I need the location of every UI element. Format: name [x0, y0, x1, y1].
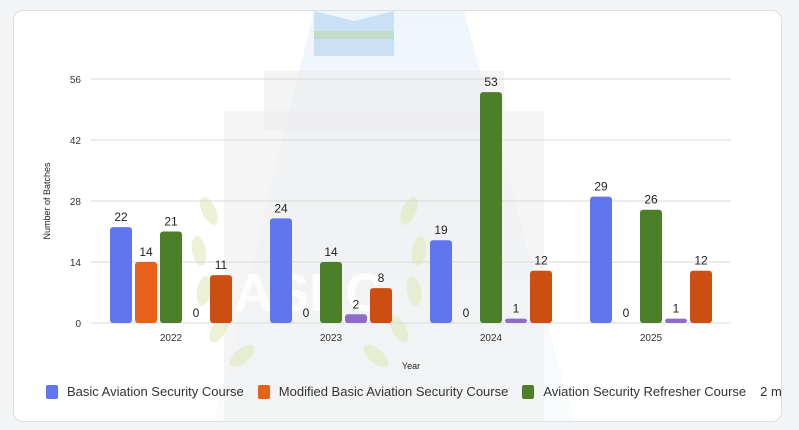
- bar: [480, 92, 502, 323]
- y-tick-label: 28: [70, 197, 82, 208]
- data-label: 12: [694, 254, 708, 268]
- y-tick-label: 0: [75, 319, 81, 330]
- data-label: 19: [434, 223, 448, 237]
- legend-swatch: [522, 384, 535, 399]
- bar: [430, 240, 452, 323]
- x-tick-label: 2025: [640, 333, 663, 344]
- bar: [110, 227, 132, 323]
- data-label: 0: [463, 306, 470, 320]
- data-label: 14: [139, 245, 153, 259]
- data-label: 1: [673, 302, 680, 316]
- data-label: 1: [513, 302, 520, 316]
- y-axis-label: Number of Batches: [42, 162, 52, 240]
- data-label: 22: [114, 210, 128, 224]
- data-label: 0: [193, 306, 200, 320]
- data-label: 0: [623, 306, 630, 320]
- data-label: 26: [644, 193, 658, 207]
- data-label: 11: [215, 258, 228, 272]
- bar: [345, 314, 367, 323]
- legend-label: Basic Aviation Security Course: [67, 384, 244, 399]
- bar: [370, 288, 392, 323]
- chart-card: ASEC 0 14 28 42 56 Number of Batches Year 22 14 2…: [13, 10, 782, 422]
- legend-label: Aviation Security Refresher Course: [543, 384, 747, 399]
- data-label: 2: [353, 297, 360, 311]
- bar: [135, 262, 157, 323]
- data-label: 24: [274, 201, 288, 215]
- x-tick-label: 2024: [480, 333, 503, 344]
- data-label: 21: [164, 215, 178, 229]
- bar: [640, 209, 662, 323]
- data-label: 14: [324, 245, 338, 259]
- data-label: 0: [303, 306, 310, 320]
- legend-item-basic[interactable]: Basic Aviation Security Course: [46, 384, 244, 399]
- y-tick-label: 42: [70, 136, 82, 147]
- data-label: 29: [594, 180, 608, 194]
- x-tick-label: 2023: [320, 333, 343, 344]
- data-label: 8: [378, 271, 385, 285]
- y-tick-label: 14: [70, 258, 82, 269]
- legend-swatch: [46, 384, 58, 399]
- y-tick-label: 56: [70, 75, 82, 86]
- data-label: 53: [484, 75, 498, 89]
- bar: [320, 262, 342, 323]
- bar: [160, 231, 182, 323]
- bar: [270, 218, 292, 323]
- data-label: 12: [534, 254, 548, 268]
- legend-item-refresher[interactable]: Aviation Security Refresher Course: [522, 384, 746, 399]
- legend-label: Modified Basic Aviation Security Course: [278, 384, 509, 399]
- bar: [530, 270, 552, 323]
- bar: [210, 275, 232, 323]
- bar: [590, 196, 612, 323]
- bar: [505, 318, 527, 323]
- legend-item-modified[interactable]: Modified Basic Aviation Security Course: [257, 384, 509, 399]
- x-tick-label: 2022: [160, 333, 183, 344]
- legend-more-button[interactable]: 2 more: [760, 384, 782, 399]
- bar: [665, 318, 687, 323]
- bar: [690, 270, 712, 323]
- legend-swatch: [257, 384, 270, 399]
- x-axis-label: Year: [402, 361, 420, 371]
- chart-legend: Basic Aviation Security Course Modified …: [46, 384, 782, 399]
